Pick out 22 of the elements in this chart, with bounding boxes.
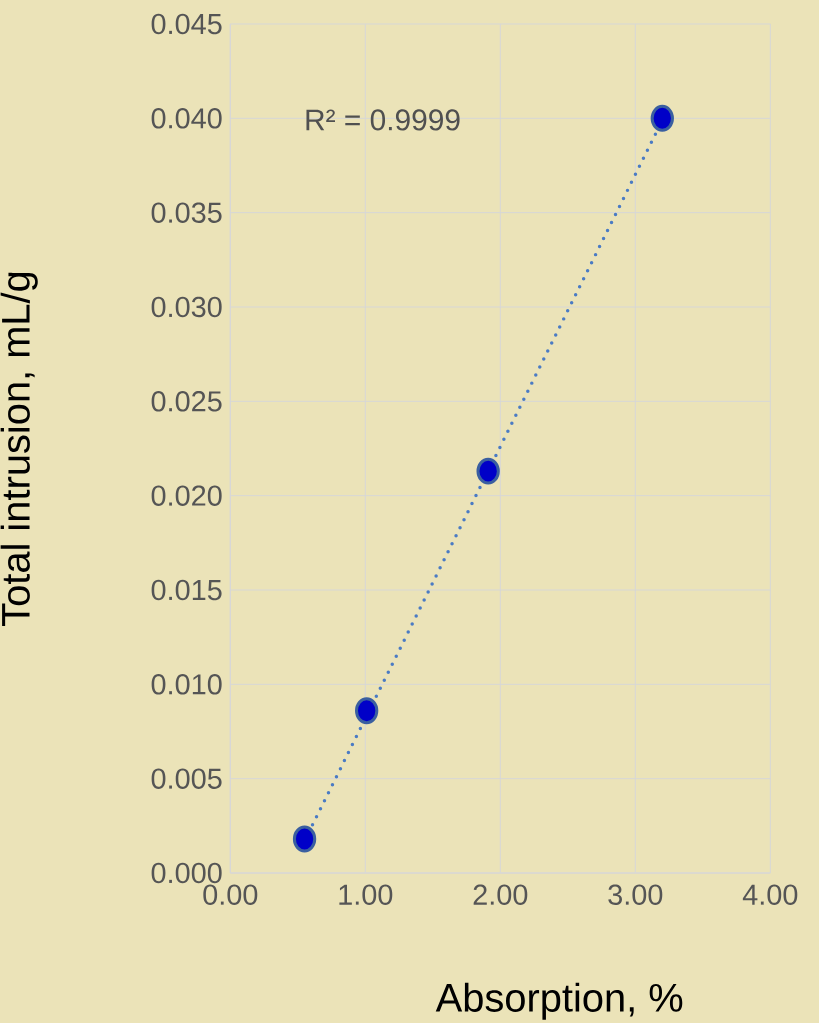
- x-tick-label: 1.00: [339, 884, 393, 905]
- y-tick-label: 0.030: [151, 296, 222, 318]
- y-axis-title: Total intrusion, mL/g: [0, 272, 38, 626]
- point: [354, 697, 379, 725]
- x-tick-label: 0.00: [203, 884, 258, 905]
- y-tick-label: 0.045: [151, 13, 222, 35]
- point: [292, 825, 317, 853]
- y-tick-label: 0.020: [151, 485, 222, 506]
- y-tick-label: 0.025: [151, 391, 222, 412]
- x-axis-title: Absorption, %: [435, 982, 683, 1020]
- y-tick-label: 0.010: [151, 674, 222, 695]
- y-tick-label: 0.005: [151, 768, 222, 789]
- annotation: R² = 0.9999: [306, 109, 460, 131]
- x-tick-label: 3.00: [608, 884, 663, 905]
- y-tick-label: 0.015: [151, 579, 222, 601]
- point: [650, 104, 674, 132]
- y-tick-label: 0.000: [151, 862, 222, 884]
- point: [476, 457, 500, 485]
- x-tick-label: 4.00: [742, 884, 798, 905]
- y-tick-label: 0.040: [151, 108, 222, 129]
- y-tick-label: 0.035: [151, 202, 222, 223]
- x-tick-label: 2.00: [473, 884, 528, 905]
